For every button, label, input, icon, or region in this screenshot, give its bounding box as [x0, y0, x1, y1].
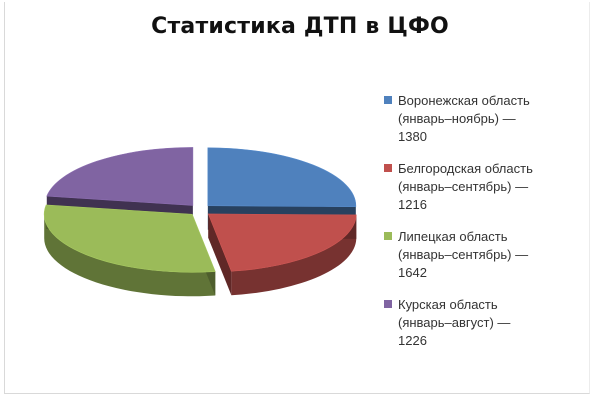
- legend-label-line: Курская область: [398, 297, 498, 312]
- legend-label-line: Липецкая область: [398, 229, 508, 244]
- pie-slice-side: [44, 214, 216, 297]
- legend-label: Воронежская область (январь–ноябрь) — 1380: [398, 92, 530, 146]
- pie-slice-side: [231, 214, 357, 296]
- legend-label: Белгородская область (январь–сентябрь) — 1…: [398, 160, 533, 214]
- legend-label-line: 1216: [398, 197, 427, 212]
- legend-swatch: [384, 232, 392, 240]
- legend-label-line: Воронежская область: [398, 93, 530, 108]
- legend-swatch: [384, 96, 392, 104]
- pie-slice-top: [46, 147, 194, 206]
- pie-slice-wall: [208, 213, 232, 296]
- pie-slice-top: [43, 204, 216, 273]
- pie-slice-top: [207, 213, 357, 272]
- legend-label-line: 1226: [398, 333, 427, 348]
- legend-label-line: 1642: [398, 265, 427, 280]
- pie-slice-3: [43, 204, 216, 297]
- legend-swatch: [384, 300, 392, 308]
- chart-legend: Воронежская область (январь–ноябрь) — 1380…: [384, 92, 594, 364]
- legend-label: Липецкая область (январь–сентябрь) — 1642: [398, 228, 528, 282]
- legend-label-line: Белгородская область: [398, 161, 533, 176]
- legend-label-line: 1380: [398, 129, 427, 144]
- pie-slice-2: [207, 213, 357, 296]
- legend-label: Курская область (январь–август) — 1226: [398, 296, 510, 350]
- chart-frame: [4, 2, 590, 394]
- legend-label-line: (январь–сентябрь) —: [398, 247, 529, 262]
- legend-item: Воронежская область (январь–ноябрь) — 1380: [384, 92, 594, 146]
- legend-item: Липецкая область (январь–сентябрь) — 1642: [384, 228, 594, 282]
- legend-label-line: (январь–август) —: [398, 315, 511, 330]
- legend-item: Курская область (январь–август) — 1226: [384, 296, 594, 350]
- chart-title: Статистика ДТП в ЦФО: [151, 14, 449, 39]
- legend-label-line: (январь–сентябрь) —: [398, 179, 529, 194]
- pie-slice-top: [207, 147, 357, 207]
- legend-label-line: (январь–ноябрь) —: [398, 111, 516, 126]
- legend-item: Белгородская область (январь–сентябрь) — 1…: [384, 160, 594, 214]
- legend-swatch: [384, 164, 392, 172]
